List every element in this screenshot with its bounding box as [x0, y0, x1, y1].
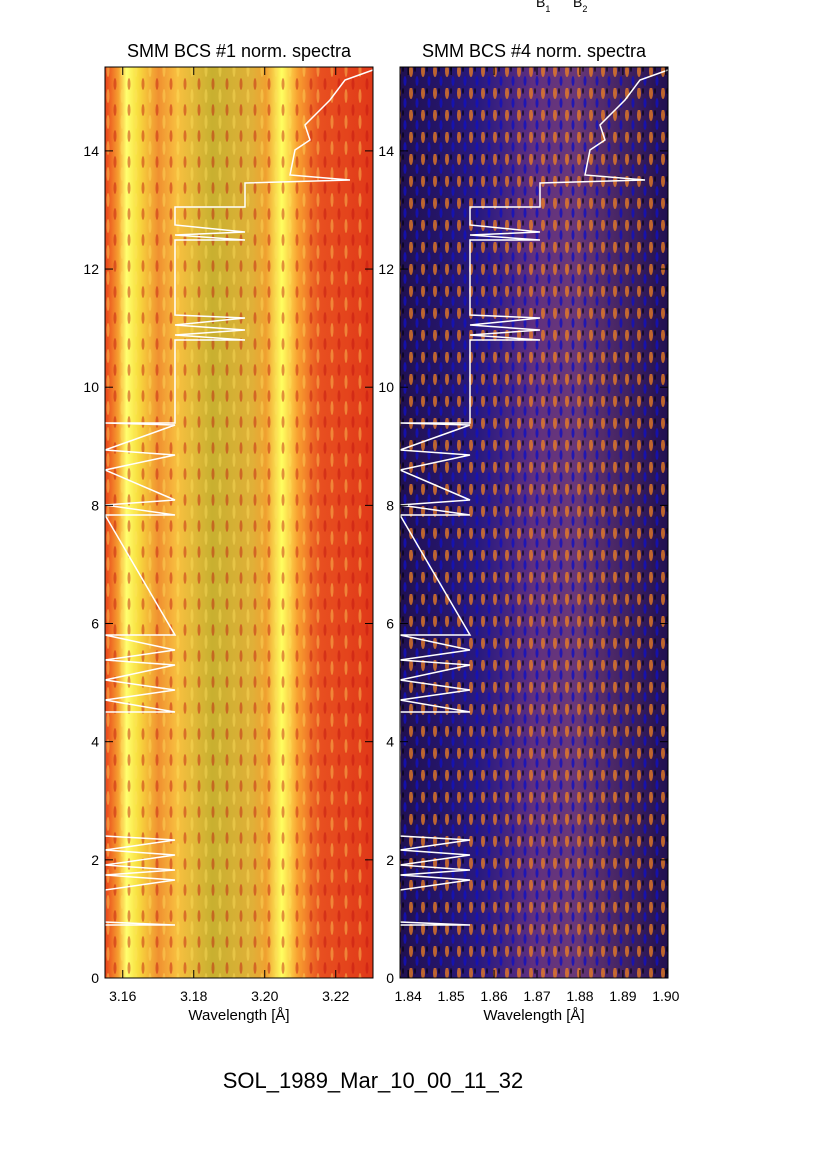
top-label-sub: 1	[545, 4, 550, 14]
y-tick-label: 2	[91, 852, 99, 868]
top-label-base: B	[536, 0, 545, 10]
x-tick-label: 1.84	[395, 988, 422, 1004]
y-tick-label: 12	[378, 261, 394, 277]
chart-title: SMM BCS #1 norm. spectra	[127, 41, 352, 61]
x-tick-label: 1.86	[480, 988, 507, 1004]
y-tick-label: 10	[83, 379, 99, 395]
y-tick-label: 10	[378, 379, 394, 395]
x-tick-label: 3.16	[109, 988, 136, 1004]
y-tick-label: 4	[91, 734, 99, 750]
plot-frame	[399, 66, 669, 979]
x-axis-label: Wavelength [Å]	[483, 1007, 584, 1024]
y-tick-label: 2	[386, 852, 394, 868]
plot-frame	[104, 66, 374, 979]
footer: SOL_1989_Mar_10_00_11_32	[223, 1068, 524, 1093]
top-label: B1	[536, 0, 550, 14]
y-tick-label: 6	[91, 616, 99, 632]
x-tick-label: 1.90	[652, 988, 679, 1004]
y-tick-label: 14	[378, 143, 394, 159]
y-tick-label: 0	[91, 970, 99, 986]
x-axis-label: Wavelength [Å]	[188, 1007, 289, 1024]
top-label-sub: 2	[582, 4, 587, 14]
chart-title: SMM BCS #4 norm. spectra	[422, 41, 647, 61]
panel-image	[105, 67, 668, 978]
top-label-base: B	[573, 0, 582, 10]
y-tick-label: 0	[386, 970, 394, 986]
y-tick-label: 12	[83, 261, 99, 277]
profile-overlay	[102, 69, 669, 926]
y-tick-label: 8	[91, 497, 99, 513]
x-tick-label: 1.85	[437, 988, 464, 1004]
x-tick-label: 1.88	[566, 988, 593, 1004]
x-tick-label: 3.18	[180, 988, 207, 1004]
y-tick-label: 8	[386, 497, 394, 513]
x-tick-label: 1.87	[523, 988, 550, 1004]
x-tick-label: 3.20	[251, 988, 278, 1004]
x-tick-label: 3.22	[322, 988, 349, 1004]
y-tick-label: 4	[386, 734, 394, 750]
y-tick-label: 14	[83, 143, 99, 159]
y-tick-label: 6	[386, 616, 394, 632]
top-label: B2	[573, 0, 587, 14]
x-tick-label: 1.89	[609, 988, 636, 1004]
